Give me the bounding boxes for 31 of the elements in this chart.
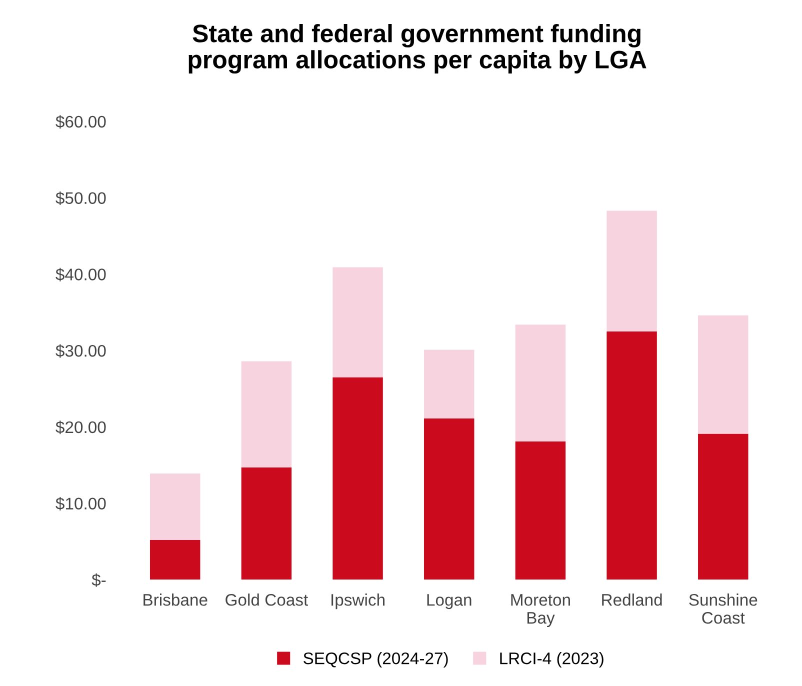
y-tick-label: $60.00 — [56, 115, 106, 129]
x-tick-label: Gold Coast — [226, 594, 308, 606]
bar — [241, 467, 292, 580]
bar — [424, 418, 474, 580]
bar — [332, 377, 383, 580]
y-tick-label: $50.00 — [56, 191, 106, 205]
x-tick-label: Logan — [427, 594, 472, 610]
legend-label: SEQCSP (2024-27) — [304, 652, 448, 668]
bar — [515, 324, 566, 442]
y-tick-label: $40.00 — [56, 268, 106, 282]
bar — [606, 331, 657, 580]
x-tick-label: Brisbane — [144, 594, 208, 606]
y-tick-label: $20.00 — [56, 420, 106, 434]
y-tick-label: $30.00 — [56, 344, 106, 358]
x-tick-label: Redland — [602, 594, 662, 606]
x-tick-label: Moreton Bay — [511, 594, 570, 628]
bar — [698, 315, 748, 434]
bar — [241, 361, 292, 468]
x-tick-label: Sunshine Coast — [689, 594, 758, 624]
bar — [515, 441, 566, 580]
bar — [606, 210, 657, 332]
legend-label: LRCI-4 (2023) — [500, 652, 604, 668]
x-tick-label: Ipswich — [332, 594, 384, 610]
bar — [698, 434, 748, 580]
bar — [150, 540, 200, 580]
bar — [332, 267, 383, 378]
bar — [150, 474, 200, 540]
bar — [424, 350, 474, 419]
chart-title: State and federal government funding program allocations per capita by LGA — [188, 24, 646, 74]
y-tick-label: $10.00 — [56, 496, 106, 510]
y-tick-label: $- — [92, 573, 106, 587]
